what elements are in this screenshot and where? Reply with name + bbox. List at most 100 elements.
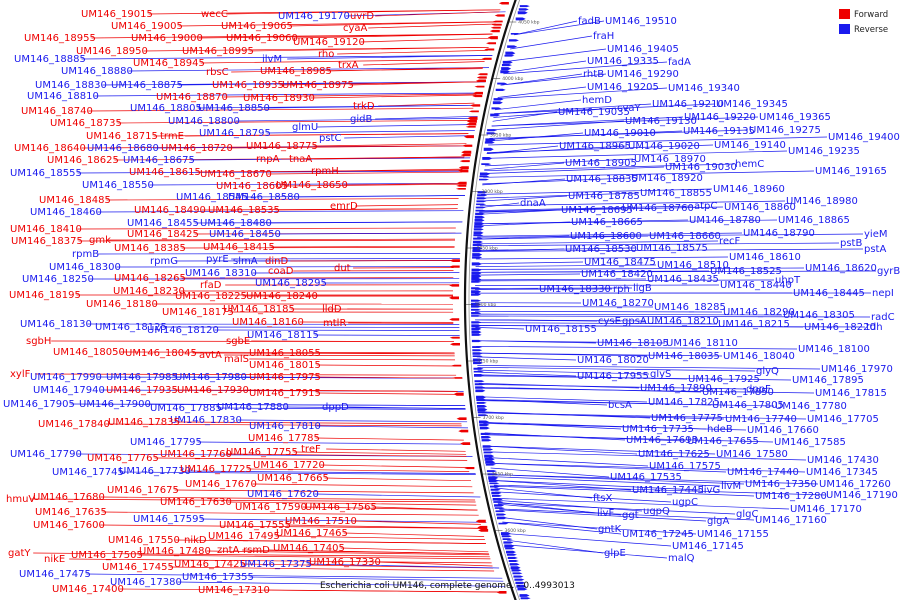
connector-line: [503, 60, 587, 74]
connector-line: [478, 384, 746, 390]
gene-label: xylF: [10, 369, 31, 380]
reverse-feature: [517, 11, 528, 15]
forward-feature: [458, 166, 469, 170]
gene-label: UM146_17890: [640, 383, 712, 394]
reverse-feature: [472, 243, 483, 247]
reverse-feature: [488, 476, 499, 480]
reverse-feature: [519, 5, 530, 8]
forward-feature: [466, 122, 477, 126]
gene-label: UM146_18945: [133, 58, 205, 69]
reverse-feature: [479, 172, 490, 176]
connector-line: [475, 325, 866, 328]
gene-label: UM146_18965: [559, 141, 631, 152]
gene-label: UM146_17445: [632, 485, 704, 496]
gene-label: UM146_19065: [221, 21, 293, 32]
reverse-feature: [493, 98, 504, 101]
reverse-feature: [472, 349, 483, 352]
reverse-feature: [513, 575, 524, 578]
gene-label: UM146_17680: [33, 492, 105, 503]
reverse-feature: [474, 383, 485, 386]
legend-reverse-label: Reverse: [854, 25, 888, 35]
gene-label: UM146_18875: [111, 80, 183, 91]
gene-label: recF: [719, 236, 741, 247]
reverse-feature: [471, 271, 482, 275]
reverse-feature: [475, 212, 486, 216]
gene-label: livG: [701, 485, 720, 496]
gene-label: UM146_17170: [790, 504, 862, 515]
gene-label: UM146_18490: [134, 205, 206, 216]
reverse-feature: [502, 538, 513, 541]
gene-label: UM146_17355: [182, 572, 254, 583]
forward-feature: [492, 20, 503, 23]
connector-line: [502, 521, 622, 535]
connector-line: [514, 20, 578, 36]
gene-label: UM146_18715: [86, 131, 158, 142]
gene-label: rbsC: [206, 67, 229, 78]
tick-labels: 4050 kbp 4000 kbp 3950 kbp 3900 kbp 3850 kbp…: [466, 20, 540, 534]
gene-label: UM146_18250: [22, 274, 94, 285]
gene-label: livM: [721, 481, 741, 492]
connector-line: [494, 485, 755, 497]
gene-label: UM146_17350: [745, 479, 817, 490]
connector-line: [352, 520, 481, 525]
forward-feature: [462, 144, 473, 147]
gene-label: UM146_18050: [53, 347, 125, 358]
gene-label: UM146_18425: [127, 229, 199, 240]
connector-line: [175, 421, 462, 425]
connector-line: [480, 400, 775, 407]
gene-label: glyQ: [756, 366, 779, 377]
gene-label: UM146_18045: [125, 348, 197, 359]
gene-label: UM146_17505: [71, 550, 143, 561]
gene-label: UM146_17475: [19, 569, 91, 580]
connector-line: [316, 364, 456, 367]
gene-label: UM146_18615: [129, 167, 201, 178]
gene-label: UM146_19220: [684, 112, 756, 123]
gene-label: gpsA: [622, 316, 647, 327]
gene-label: ilvM: [262, 54, 282, 65]
connector-line: [490, 120, 625, 131]
reverse-feature: [497, 82, 508, 85]
connector-line: [217, 407, 466, 411]
gene-label: UM146_18620: [805, 263, 877, 274]
connector-line: [476, 346, 798, 350]
gene-label: dinD: [265, 256, 288, 267]
connector-line: [480, 192, 640, 199]
forward-feature: [470, 104, 481, 107]
reverse-feature: [481, 436, 492, 439]
gene-label: UM146_18920: [631, 173, 703, 184]
reverse-feature: [485, 138, 496, 142]
connector-line: [178, 21, 497, 27]
reverse-feature: [489, 482, 500, 485]
gene-label: UM146_17595: [133, 514, 205, 525]
reverse-feature: [479, 426, 490, 430]
connector-line: [485, 150, 788, 159]
genome-title: Escherichia coli UM146, complete genome.…: [320, 581, 575, 591]
reverse-feature: [473, 370, 484, 373]
tick-label: 3950 kbp: [490, 133, 511, 139]
connector-line: [119, 471, 476, 475]
gene-label: UM146_18670: [200, 169, 272, 180]
gene-label: UM146_17440: [727, 467, 799, 478]
connector-line: [355, 204, 459, 207]
reverse-feature: [479, 175, 490, 178]
gene-label: UM146_18440: [720, 280, 792, 291]
gene-label: UM146_17145: [672, 541, 744, 552]
connector-line: [252, 483, 473, 488]
reverse-feature: [502, 60, 513, 64]
reverse-feature: [491, 491, 502, 495]
reverse-feature: [478, 414, 489, 417]
reverse-feature: [477, 411, 488, 414]
gene-label: UM146_18600: [570, 231, 642, 242]
gene-label: UM146_17795: [130, 437, 202, 448]
reverse-feature: [491, 494, 502, 497]
connector-line: [477, 369, 650, 375]
gene-label: UM146_18650: [276, 180, 348, 191]
gene-label: UM146_17725: [180, 464, 252, 475]
gene-label: UM146_19140: [714, 140, 786, 151]
reverse-feature: [471, 277, 482, 281]
forward-feature: [486, 42, 497, 45]
gene-label: UM146_17905: [3, 399, 75, 410]
gene-label: pstA: [864, 244, 886, 255]
gene-label: UM146_17775: [651, 413, 723, 424]
connector-line: [476, 356, 577, 361]
